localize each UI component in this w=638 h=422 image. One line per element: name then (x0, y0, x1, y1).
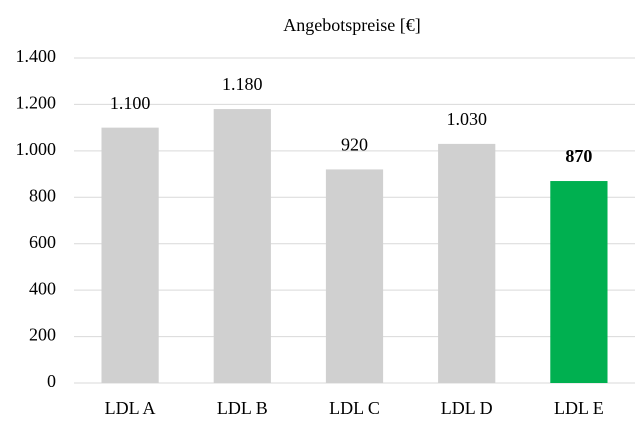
y-tick-label: 200 (29, 325, 56, 345)
x-tick-label: LDL C (329, 398, 380, 418)
x-tick-label: LDL A (105, 398, 156, 418)
y-tick-label: 1.200 (16, 93, 57, 113)
bar (550, 181, 608, 383)
value-label: 1.180 (222, 74, 263, 94)
chart-title: Angebotspreise [€] (283, 15, 420, 35)
value-label: 920 (341, 135, 368, 155)
value-label: 1.030 (446, 109, 487, 129)
y-tick-label: 800 (29, 185, 56, 205)
y-tick-label: 1.400 (16, 46, 57, 66)
x-tick-label: LDL D (441, 398, 493, 418)
y-tick-label: 600 (29, 232, 56, 252)
bar (101, 127, 159, 384)
value-label: 870 (565, 146, 592, 166)
x-tick-label: LDL E (554, 398, 604, 418)
x-tick-label: LDL B (217, 398, 268, 418)
bar (325, 169, 384, 383)
y-tick-label: 1.000 (16, 139, 57, 159)
y-tick-label: 400 (29, 278, 56, 298)
value-label: 1.100 (110, 93, 151, 113)
bar (213, 109, 271, 384)
bar (438, 143, 496, 383)
y-tick-label: 0 (47, 371, 56, 391)
